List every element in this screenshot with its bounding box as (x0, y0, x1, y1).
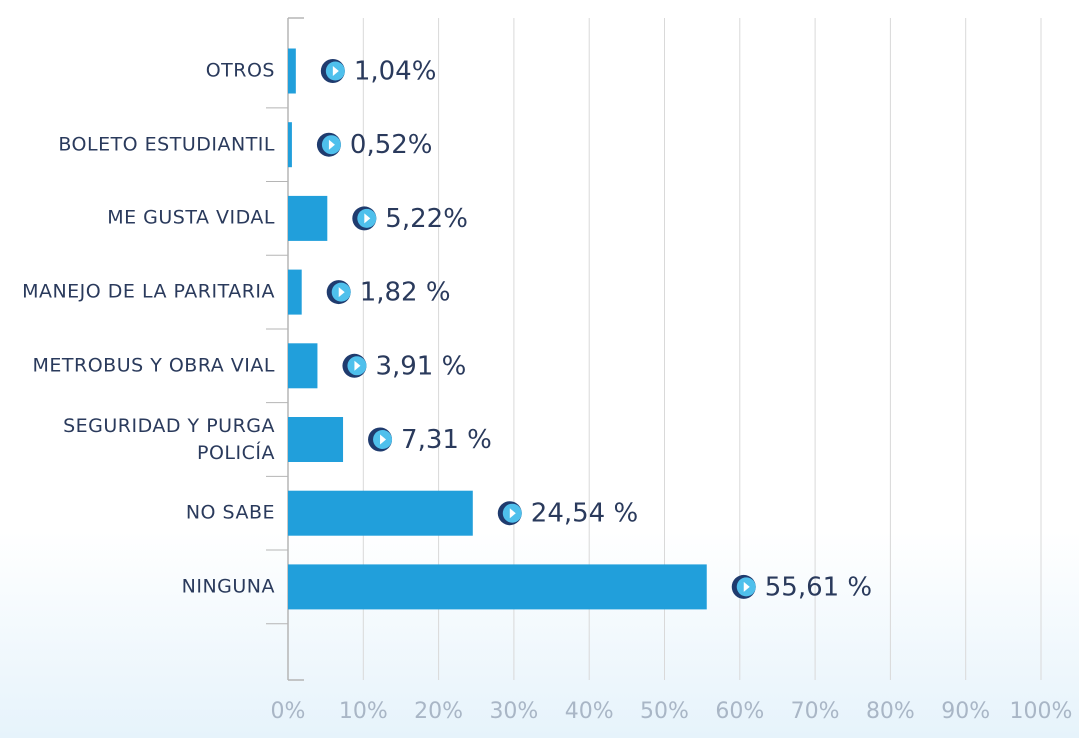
value-icon (731, 574, 756, 599)
icon-arrow (509, 508, 516, 519)
x-tick-label: 70% (791, 699, 840, 724)
x-tick-label: 50% (640, 699, 689, 724)
category-label: NINGUNA (181, 575, 275, 598)
value-icon (342, 353, 367, 378)
value-label: 55,61 % (765, 572, 872, 602)
category-label: BOLETO ESTUDIANTIL (58, 133, 275, 156)
x-tick-label: 20% (414, 699, 463, 724)
value-label: 5,22% (385, 204, 468, 234)
icon-arrow (743, 581, 750, 592)
value-label: 1,04% (354, 57, 437, 87)
icon-arrow (364, 213, 371, 224)
category-label: SEGURIDAD Y PURGA POLICÍA (63, 414, 275, 464)
value-icon (316, 132, 341, 157)
bar (288, 564, 707, 610)
value-label: 0,52% (350, 130, 433, 160)
category-label: MANEJO DE LA PARITARIA (22, 280, 275, 303)
x-tick-label: 100% (1010, 699, 1073, 724)
x-tick-label: 30% (489, 699, 538, 724)
x-tick-label: 40% (565, 699, 614, 724)
icon-arrow (338, 287, 345, 298)
icon-arrow (328, 139, 335, 150)
category-label: OTROS (205, 59, 275, 82)
bar (288, 490, 473, 536)
value-icon (368, 427, 393, 452)
bar (288, 48, 296, 94)
category-label: METROBUS Y OBRA VIAL (32, 354, 275, 377)
value-icon (320, 59, 345, 83)
value-icon (326, 280, 351, 305)
value-label: 7,31 % (401, 425, 492, 455)
category-label: NO SABE (185, 501, 275, 524)
bar (288, 343, 318, 389)
x-tick-label: 60% (715, 699, 764, 724)
value-icon (352, 206, 377, 231)
value-label: 24,54 % (531, 499, 638, 529)
x-tick-label: 0% (271, 699, 306, 724)
bar (288, 122, 292, 168)
value-label: 3,91 % (375, 351, 466, 381)
value-label: 1,82 % (360, 278, 451, 308)
value-icon (497, 501, 522, 526)
bar (288, 195, 328, 241)
category-label: ME GUSTA VIDAL (107, 206, 275, 229)
icon-arrow (332, 66, 339, 76)
x-tick-label: 80% (866, 699, 915, 724)
x-tick-label: 10% (339, 699, 388, 724)
bar (288, 269, 302, 315)
x-tick-label: 90% (941, 699, 990, 724)
icon-arrow (380, 434, 387, 445)
bar (288, 417, 344, 462)
icon-arrow (354, 360, 361, 371)
